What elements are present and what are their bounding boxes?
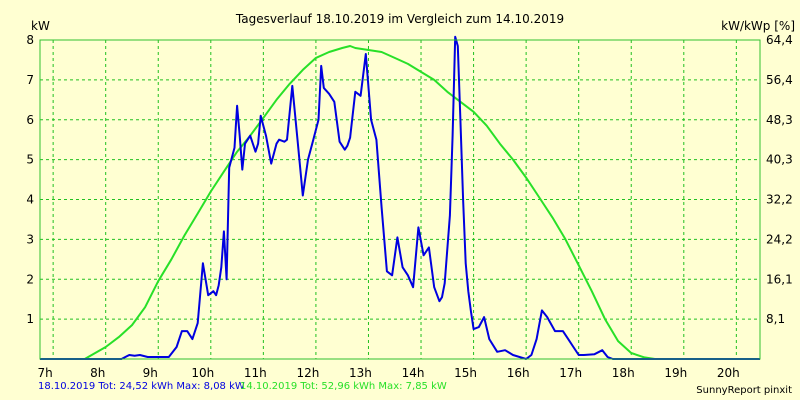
y-tick-label-right: 24,2: [766, 232, 793, 246]
x-tick-label: 15h: [454, 366, 477, 380]
x-tick-label: 16h: [507, 366, 530, 380]
y-tick-labels-right: 8,1 16,1 24,2 32,2 40,3 48,3 56,4 64,4: [766, 33, 793, 326]
y-tick-label-left: 2: [26, 272, 34, 286]
chart-title: Tagesverlauf 18.10.2019 im Vergleich zum…: [235, 12, 564, 26]
x-tick-label: 18h: [612, 366, 635, 380]
y-tick-labels-left: 1 2 3 4 5 6 7 8: [26, 33, 34, 326]
x-tick-label: 10h: [191, 366, 214, 380]
y-axis-label-right: kW/kWp [%]: [721, 19, 795, 33]
y-tick-label-right: 16,1: [766, 272, 793, 286]
x-tick-label: 13h: [349, 366, 372, 380]
grid-lines: [40, 39, 760, 359]
footer-series2-summary: 14.10.2019 Tot: 52,96 kWh Max: 7,85 kW: [240, 381, 447, 392]
x-tick-label: 12h: [296, 366, 319, 380]
y-tick-label-left: 6: [26, 113, 34, 127]
footer-credit: SunnyReport pinxit: [696, 385, 792, 396]
y-tick-label-right: 56,4: [766, 73, 793, 87]
plot-frame: [39, 39, 761, 360]
y-tick-label-left: 3: [26, 232, 34, 246]
series-lines: [40, 35, 760, 360]
y-tick-label-left: 1: [26, 312, 34, 326]
series-line-14.10.2019: [40, 45, 760, 360]
y-axis-label-left: kW: [31, 19, 50, 33]
y-tick-label-left: 7: [26, 73, 34, 87]
y-tick-label-right: 40,3: [766, 153, 793, 167]
x-tick-label: 20h: [717, 366, 740, 380]
series-line-18.10.2019: [40, 35, 760, 360]
x-tick-label: 8h: [90, 366, 105, 380]
x-tick-label: 19h: [664, 366, 687, 380]
x-tick-label: 7h: [38, 366, 53, 380]
x-tick-label: 9h: [143, 366, 158, 380]
x-tick-label: 17h: [559, 366, 582, 380]
x-tick-labels: 7h 8h 9h 10h 11h 12h 13h 14h 15h 16h 17h 18h 19h 20h: [38, 366, 740, 380]
x-tick-label: 11h: [244, 366, 267, 380]
y-tick-label-left: 8: [26, 33, 34, 47]
y-tick-label-right: 64,4: [766, 33, 793, 47]
footer-series1-summary: 18.10.2019 Tot: 24,52 kWh Max: 8,08 kW: [38, 381, 245, 392]
y-tick-label-right: 32,2: [766, 193, 793, 207]
y-tick-label-left: 4: [26, 193, 34, 207]
x-tick-label: 14h: [402, 366, 425, 380]
y-tick-label-right: 48,3: [766, 113, 793, 127]
y-tick-label-right: 8,1: [766, 312, 785, 326]
y-tick-label-left: 5: [26, 153, 34, 167]
